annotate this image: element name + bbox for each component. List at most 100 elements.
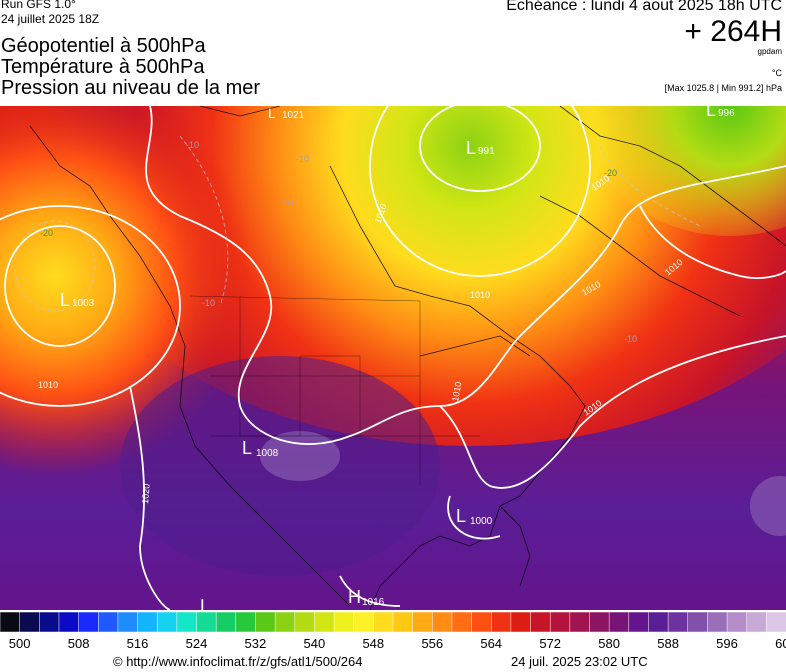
lead-time: + 264H xyxy=(684,15,782,48)
color-scale-tick-label: 524 xyxy=(185,636,208,651)
pressure-center-l-1003: L 1003 xyxy=(60,290,95,310)
center-value: 1003 xyxy=(72,298,95,309)
center-value: 1008 xyxy=(256,448,279,459)
color-swatch xyxy=(569,612,591,632)
color-swatch xyxy=(156,612,178,632)
color-swatch xyxy=(353,612,375,632)
color-swatch xyxy=(137,612,158,632)
color-swatch xyxy=(98,612,119,632)
color-swatch xyxy=(412,612,434,632)
pressure-center-l-996: L 996 xyxy=(706,106,735,120)
color-swatch xyxy=(432,612,453,632)
color-scale-tick-label: 500 xyxy=(8,636,31,651)
color-swatch xyxy=(274,612,296,632)
title-geopotential: Géopotentiel à 500hPa xyxy=(1,35,206,57)
isobar-label: 1010 xyxy=(450,381,463,402)
center-letter: L xyxy=(466,138,476,158)
warm-field-ne2 xyxy=(580,106,786,236)
color-scale-tick-label: 516 xyxy=(126,636,149,651)
color-scale-bar xyxy=(0,612,786,632)
temperature-labels: -10 -10 -10 -10 -20 -20 -10 xyxy=(40,140,637,344)
color-swatch xyxy=(373,612,394,632)
color-swatch xyxy=(58,612,80,632)
forecast-info: Echéance : lundi 4 aout 2025 18h UTC + 2… xyxy=(506,0,782,94)
color-swatch xyxy=(667,612,689,632)
run-date: 24 juillet 2025 18Z xyxy=(1,12,100,26)
isobar-label: 1010 xyxy=(470,290,490,300)
color-swatch xyxy=(608,612,630,632)
center-letter: L xyxy=(60,290,70,310)
color-swatch xyxy=(746,612,768,632)
title-pressure: Pression au niveau de la mer xyxy=(1,77,261,99)
color-swatch xyxy=(294,612,316,632)
color-swatch xyxy=(628,612,650,632)
isotherms xyxy=(14,135,701,312)
color-swatch xyxy=(196,612,217,632)
temp-label: -20 xyxy=(604,168,617,178)
color-swatch xyxy=(648,612,669,632)
run-info: Run GFS 1.0° 24 juillet 2025 18Z xyxy=(1,0,99,27)
color-swatch xyxy=(117,612,139,632)
center-letter: L xyxy=(268,106,276,121)
color-swatch xyxy=(589,612,610,632)
temp-label: -10 xyxy=(202,298,215,308)
color-scale-tick-label: 604 xyxy=(775,636,786,651)
color-scale-tick-label: 548 xyxy=(362,636,385,651)
pressure-center-h-1016: H 1016 xyxy=(348,587,385,608)
center-value: 991 xyxy=(478,146,495,157)
color-scale-tick-label: 556 xyxy=(421,636,444,651)
color-swatch xyxy=(314,612,335,632)
color-swatch xyxy=(255,612,276,632)
color-scale-tick-label: 596 xyxy=(716,636,738,651)
pressure-center-l-1008: L 1008 xyxy=(242,438,279,459)
color-swatch xyxy=(491,612,512,632)
center-value: 1021 xyxy=(282,110,305,121)
color-swatch xyxy=(530,612,551,632)
max-min-pressure: [Max 1025.8 | Min 991.2] hPa xyxy=(664,83,782,93)
run-label: Run GFS 1.0° xyxy=(1,0,76,11)
temp-label: -10 xyxy=(280,198,293,208)
footer-timestamp: 24 juil. 2025 23:02 UTC xyxy=(511,654,648,669)
color-scale-tick-label: 580 xyxy=(598,636,620,651)
temp-label: -20 xyxy=(40,228,53,238)
pressure-center-l-partial: L xyxy=(200,596,210,610)
unit-gpdam: gpdam xyxy=(757,47,782,56)
color-swatch xyxy=(19,612,41,632)
footer-url: © http://www.infoclimat.fr/z/gfs/atl1/50… xyxy=(113,654,363,669)
color-scale-tick-label: 572 xyxy=(539,636,562,651)
color-swatch xyxy=(0,612,21,632)
temp-label: -10 xyxy=(186,140,199,150)
weather-map: L 1021 L 991 L 996 L 1003 L 1008 L 1000 … xyxy=(0,106,786,610)
unit-celsius: °C xyxy=(771,68,782,78)
center-letter: L xyxy=(200,596,210,610)
center-value: 1016 xyxy=(362,597,385,608)
color-swatch xyxy=(549,612,571,632)
color-scale-tick-label: 540 xyxy=(303,636,326,651)
center-value: 996 xyxy=(718,108,735,119)
pressure-center-l-991: L 991 xyxy=(466,138,495,158)
temp-label: -10 xyxy=(296,154,309,164)
center-value: 1000 xyxy=(470,516,493,527)
pressure-center-l-1021: L 1021 xyxy=(268,106,305,121)
title-temperature: Température à 500hPa xyxy=(1,56,205,78)
color-swatch xyxy=(726,612,748,632)
color-swatch xyxy=(471,612,493,632)
center-letter: L xyxy=(456,506,466,526)
color-scale-tick-label: 564 xyxy=(480,636,503,651)
color-scale-tick-label: 532 xyxy=(244,636,267,651)
color-swatch xyxy=(392,612,414,632)
isobar-label: 1020 xyxy=(140,483,152,504)
center-letter: L xyxy=(242,438,252,458)
cold-core-east xyxy=(750,476,786,536)
isobars xyxy=(0,106,786,610)
temp-label: -10 xyxy=(624,334,637,344)
map-titles: Géopotentiel à 500hPa Température à 500h… xyxy=(1,36,260,99)
color-swatch xyxy=(766,612,786,632)
color-scale-tick-label: 588 xyxy=(657,636,679,651)
echeance-label: Echéance : lundi 4 aout 2025 18h UTC xyxy=(506,0,782,14)
color-swatch xyxy=(215,612,237,632)
color-swatch xyxy=(333,612,355,632)
color-swatch xyxy=(687,612,709,632)
color-swatch xyxy=(39,612,60,632)
pressure-center-l-1000: L 1000 xyxy=(456,506,493,527)
